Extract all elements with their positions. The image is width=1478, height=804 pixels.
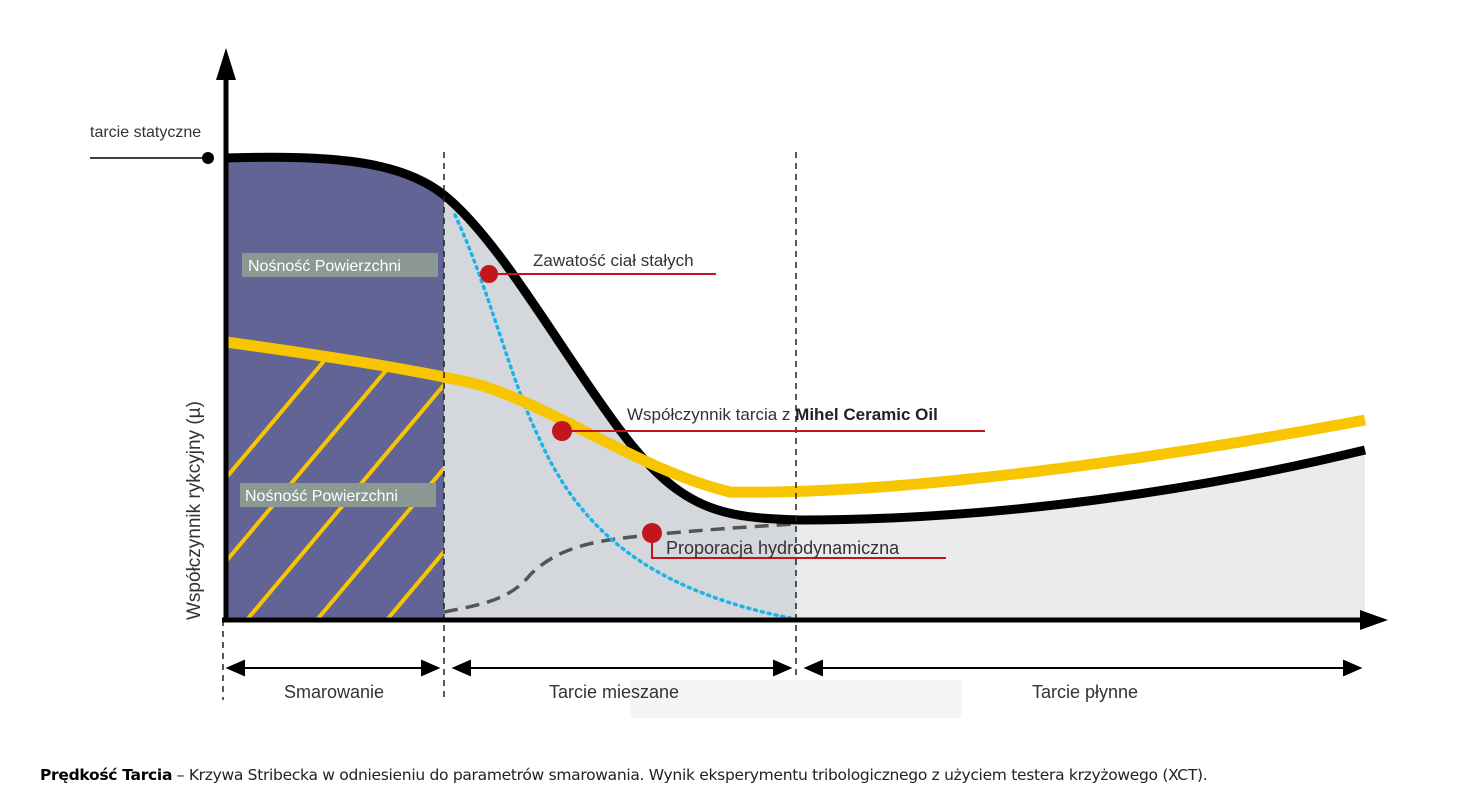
regime-label-backdrop — [630, 680, 962, 718]
y-axis-label: Współczynnik rykcyjny (µ) — [184, 401, 205, 620]
regime-label-fluid: Tarcie płynne — [1032, 682, 1138, 702]
regime-label-mixed: Tarcie mieszane — [549, 682, 679, 702]
friction-coefficient-label: Współczynnik tarcia z Mihel Ceramic Oil — [627, 405, 938, 424]
surface-capacity-box-bottom — [240, 483, 436, 507]
mihel-ceramic-oil-curve — [225, 336, 1367, 498]
y-axis-arrow — [216, 48, 236, 80]
friction-marker — [552, 421, 572, 441]
surface-capacity-label-top: Nośność Powierzchni — [248, 258, 401, 275]
regime-label-boundary: Smarowanie — [284, 682, 384, 702]
solids-content-curve — [453, 213, 792, 620]
surface-capacity-box-top — [242, 253, 438, 277]
fluid-region — [796, 450, 1365, 618]
hydrodynamic-curve — [443, 522, 797, 614]
static-friction-dot — [202, 152, 214, 164]
boundary-region — [226, 157, 444, 618]
solids-content-label: Zawatość ciał stałych — [533, 251, 694, 270]
solids-marker — [480, 265, 498, 283]
mixed-region — [444, 195, 796, 618]
surface-capacity-label-bottom: Nośność Powierzchni — [245, 488, 398, 505]
static-friction-label: tarcie statyczne — [90, 124, 201, 141]
caption-title: Prędkość Tarcia — [40, 766, 173, 784]
x-axis-arrow — [1360, 610, 1388, 630]
figure-caption: Prędkość Tarcia – Krzywa Stribecka w odn… — [40, 766, 1208, 784]
friction-coefficient-prefix: Współczynnik tarcia z — [627, 405, 795, 424]
hydrodynamic-marker — [642, 523, 662, 543]
caption-text: – Krzywa Stribecka w odniesieniu do para… — [172, 766, 1208, 784]
hydrodynamic-proportion-label: Proporacja hydrodynamiczna — [666, 538, 900, 558]
friction-coefficient-product: Mihel Ceramic Oil — [795, 405, 938, 424]
